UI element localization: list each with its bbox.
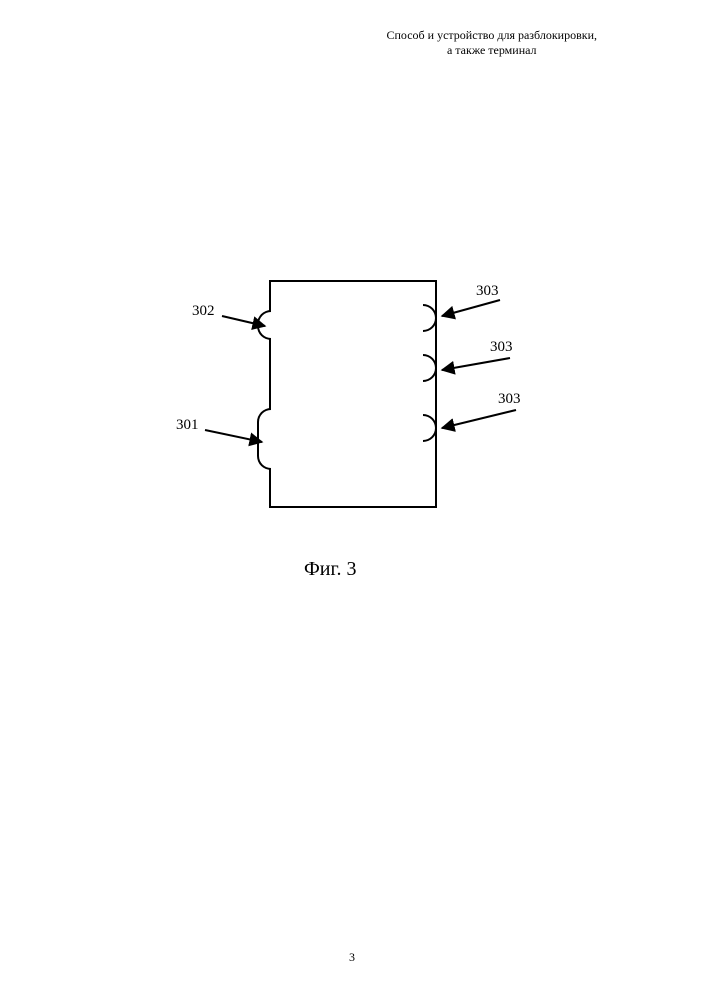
label-301: 301 [176, 418, 199, 433]
page: Способ и устройство для разблокировки, а… [0, 0, 707, 1000]
figure-caption: Фиг. 3 [304, 558, 356, 581]
bump-302 [257, 310, 271, 340]
header-line-2: а также терминал [386, 43, 597, 58]
label-303c: 303 [498, 392, 521, 407]
page-header: Способ и устройство для разблокировки, а… [386, 28, 597, 58]
figure-3: 302 301 303 303 303 Фиг. 3 [0, 280, 707, 680]
header-line-1: Способ и устройство для разблокировки, [386, 28, 597, 43]
page-number: 3 [349, 950, 355, 965]
device-outline [269, 280, 437, 508]
label-303a: 303 [476, 284, 499, 299]
label-302: 302 [192, 304, 215, 319]
label-303b: 303 [490, 340, 513, 355]
bump-301 [257, 408, 271, 470]
